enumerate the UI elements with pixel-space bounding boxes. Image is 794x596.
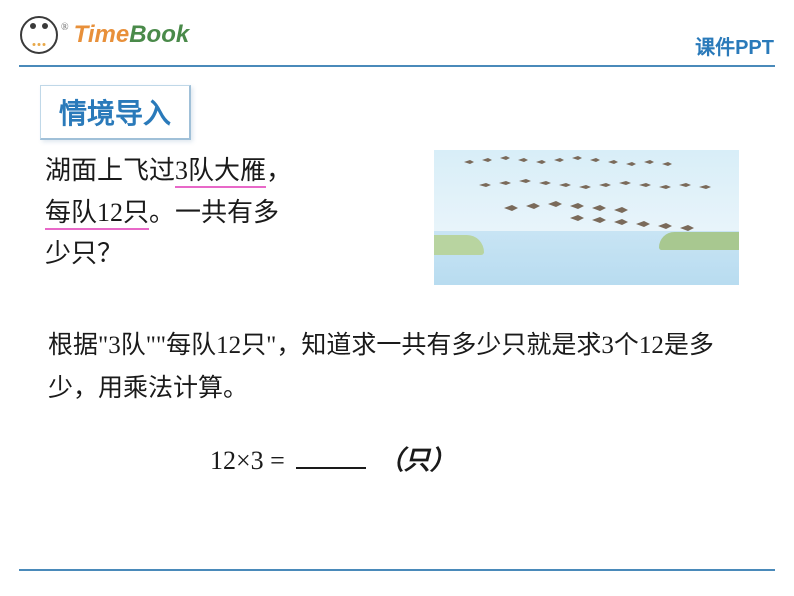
header: ® TimeBook 课件PPT — [0, 0, 794, 60]
problem-line2-underlined: 每队12只 — [45, 198, 149, 230]
problem-line2-part2: 。一共有多 — [149, 198, 279, 227]
equation-expression: 12×3 = — [210, 446, 285, 475]
problem-line3: 少只？ — [45, 239, 123, 268]
logo-icon — [20, 16, 58, 54]
divider-bottom — [19, 569, 775, 571]
trademark-symbol: ® — [61, 22, 69, 33]
brand-time-text: Time — [74, 21, 130, 49]
geese-illustration — [434, 150, 739, 285]
divider-top — [19, 65, 775, 67]
logo-area: ® TimeBook — [20, 16, 189, 54]
explanation-text: 根据"3队""每队12只"，知道求一共有多少只就是求3个12是多少，用乘法计算。 — [48, 325, 748, 410]
problem-line1-part2: ， — [266, 156, 292, 185]
equation: 12×3 = （只） — [210, 440, 456, 477]
brand-text: TimeBook — [74, 21, 190, 49]
problem-line1-underlined: 3队大雁 — [175, 156, 266, 188]
equation-unit: （只） — [378, 446, 456, 475]
ppt-label: 课件PPT — [695, 31, 774, 60]
problem-line1-part1: 湖面上飞过 — [45, 156, 175, 185]
problem-text: 湖面上飞过3队大雁， 每队12只。一共有多 少只？ — [45, 150, 375, 275]
geese-svg — [434, 150, 739, 285]
section-tag-text: 情境导入 — [59, 98, 171, 129]
brand-book-text: Book — [129, 21, 189, 49]
section-tag: 情境导入 — [40, 85, 191, 140]
equation-blank — [296, 467, 366, 469]
